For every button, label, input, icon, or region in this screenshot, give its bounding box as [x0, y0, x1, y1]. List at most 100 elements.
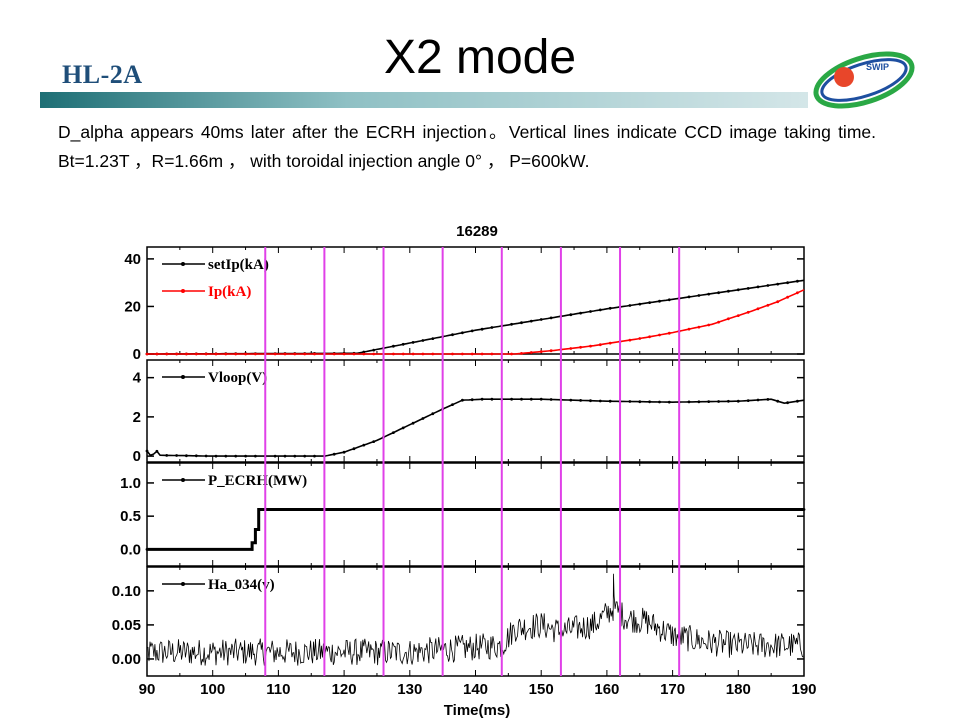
data-point — [638, 337, 642, 340]
x-tick-label: 100 — [200, 681, 225, 698]
data-point — [283, 352, 287, 356]
data-point — [569, 313, 573, 317]
data-point — [194, 352, 198, 356]
data-point — [431, 412, 435, 416]
y-tick-label: 0 — [133, 346, 141, 363]
data-point — [165, 454, 169, 457]
data-point — [628, 338, 632, 342]
data-point — [549, 349, 553, 353]
data-point — [480, 397, 484, 401]
data-point — [608, 399, 612, 403]
data-point — [717, 320, 720, 324]
data-point — [608, 341, 612, 345]
data-point — [362, 352, 366, 356]
data-point — [776, 300, 780, 304]
data-point — [638, 302, 642, 306]
data-point — [431, 337, 435, 340]
header-bar — [40, 92, 808, 108]
series-line — [147, 508, 804, 551]
data-point — [392, 352, 395, 356]
data-point — [372, 440, 376, 443]
x-tick-label: 130 — [397, 681, 422, 698]
data-point — [589, 399, 592, 403]
data-point — [727, 317, 730, 321]
data-point — [490, 326, 494, 329]
data-point — [175, 454, 179, 457]
data-point — [401, 342, 405, 346]
data-point — [421, 417, 425, 420]
data-point — [667, 298, 671, 302]
data-point — [362, 350, 366, 354]
data-point — [756, 307, 760, 311]
data-point — [490, 397, 494, 401]
data-point — [250, 548, 254, 551]
series-line — [146, 398, 805, 457]
chart-x-axis-label: Time(ms) — [444, 702, 510, 719]
data-point — [342, 450, 346, 454]
data-point — [451, 352, 454, 356]
data-point — [342, 352, 346, 356]
data-point — [480, 352, 484, 356]
data-point — [451, 403, 454, 406]
data-point — [421, 339, 425, 342]
data-point — [589, 344, 592, 348]
data-point — [796, 291, 799, 295]
data-point — [392, 344, 395, 348]
data-point — [461, 352, 464, 356]
x-tick-label: 110 — [266, 681, 290, 698]
legend-swatch-marker — [181, 289, 185, 293]
data-point — [736, 399, 740, 403]
data-point — [648, 335, 651, 339]
data-point — [520, 397, 523, 401]
data-point — [145, 449, 149, 453]
data-point — [401, 426, 405, 430]
data-point — [756, 285, 760, 289]
data-point — [254, 528, 257, 531]
swip-logo: SWIP — [808, 44, 920, 114]
data-point — [746, 310, 750, 314]
data-point — [539, 397, 543, 401]
data-point — [204, 352, 208, 356]
data-point — [431, 352, 435, 356]
data-point — [372, 352, 376, 356]
data-point — [628, 400, 632, 403]
data-point — [539, 318, 543, 321]
x-tick-label: 150 — [529, 681, 554, 698]
data-point — [254, 454, 257, 458]
data-point — [332, 352, 336, 356]
data-point — [598, 308, 602, 312]
data-point — [766, 398, 770, 401]
data-point — [204, 454, 208, 458]
data-point — [293, 454, 297, 458]
data-point — [273, 352, 277, 356]
data-point — [529, 397, 533, 401]
y-tick-label: 0.00 — [112, 651, 141, 668]
data-point — [569, 347, 573, 350]
data-point — [786, 281, 789, 285]
y-tick-label: 0 — [133, 448, 141, 465]
data-point — [796, 279, 799, 283]
data-point — [352, 352, 356, 356]
slide-title: X2 mode — [383, 31, 577, 84]
data-point — [667, 400, 671, 404]
data-point — [727, 399, 730, 403]
data-point — [283, 454, 287, 458]
data-point — [579, 399, 582, 402]
data-point — [303, 454, 307, 458]
legend-swatch-marker — [181, 375, 185, 379]
data-point — [313, 352, 316, 356]
data-point — [411, 341, 415, 344]
data-point — [529, 319, 533, 323]
data-point — [470, 329, 474, 333]
data-point — [401, 352, 405, 356]
x-tick-label: 170 — [660, 681, 685, 698]
data-point — [776, 282, 780, 286]
data-point — [776, 399, 780, 403]
legend-label: Ha_034(v) — [208, 577, 275, 593]
data-point — [598, 343, 602, 347]
y-tick-label: 40 — [124, 251, 141, 268]
chart-title: 16289 — [456, 223, 498, 240]
data-point — [244, 352, 248, 356]
data-point — [510, 322, 513, 326]
data-point — [687, 400, 691, 404]
